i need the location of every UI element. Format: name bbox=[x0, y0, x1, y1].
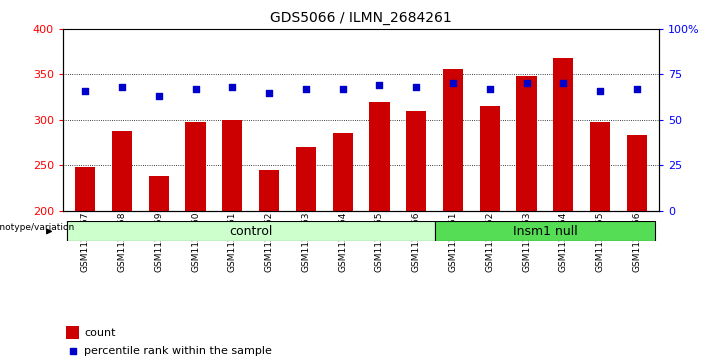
Bar bbox=[369, 102, 390, 211]
Bar bbox=[627, 135, 647, 211]
Bar bbox=[435, 221, 471, 241]
Point bbox=[153, 93, 164, 99]
Point bbox=[558, 81, 569, 86]
Bar bbox=[251, 221, 287, 241]
Point bbox=[226, 84, 238, 90]
Point bbox=[521, 81, 532, 86]
Bar bbox=[75, 167, 95, 211]
Point bbox=[484, 86, 496, 92]
Bar bbox=[140, 221, 177, 241]
Point bbox=[447, 81, 458, 86]
Point bbox=[632, 86, 643, 92]
Text: percentile rank within the sample: percentile rank within the sample bbox=[84, 346, 272, 356]
Text: count: count bbox=[84, 327, 116, 338]
Bar bbox=[325, 221, 361, 241]
Text: control: control bbox=[229, 225, 273, 238]
Bar bbox=[435, 221, 655, 241]
Bar bbox=[545, 221, 582, 241]
Bar bbox=[590, 122, 610, 211]
Point bbox=[264, 90, 275, 95]
Bar bbox=[479, 106, 500, 211]
Bar bbox=[177, 221, 214, 241]
Point bbox=[594, 88, 606, 94]
Text: Insm1 null: Insm1 null bbox=[512, 225, 578, 238]
Bar bbox=[443, 69, 463, 211]
Bar bbox=[67, 221, 435, 241]
Point bbox=[337, 86, 348, 92]
Bar bbox=[112, 131, 132, 211]
Bar bbox=[618, 221, 655, 241]
Bar bbox=[332, 133, 353, 211]
Bar bbox=[582, 221, 618, 241]
Bar bbox=[508, 221, 545, 241]
Bar bbox=[259, 170, 279, 211]
Bar bbox=[67, 221, 104, 241]
Point bbox=[190, 86, 201, 92]
Bar bbox=[214, 221, 251, 241]
Bar bbox=[296, 147, 316, 211]
Text: genotype/variation: genotype/variation bbox=[0, 223, 75, 232]
Point bbox=[374, 82, 385, 88]
Bar bbox=[406, 111, 426, 211]
Bar bbox=[287, 221, 325, 241]
Bar bbox=[149, 176, 169, 211]
Bar bbox=[471, 221, 508, 241]
Point bbox=[411, 84, 422, 90]
Point bbox=[79, 88, 90, 94]
Bar bbox=[517, 76, 537, 211]
Point bbox=[300, 86, 311, 92]
Bar bbox=[553, 58, 573, 211]
Point bbox=[67, 348, 79, 354]
Bar bbox=[361, 221, 397, 241]
Bar bbox=[397, 221, 435, 241]
Title: GDS5066 / ILMN_2684261: GDS5066 / ILMN_2684261 bbox=[270, 11, 452, 25]
Bar bbox=[222, 120, 243, 211]
Bar bbox=[185, 122, 205, 211]
Bar bbox=[66, 326, 79, 339]
Bar bbox=[104, 221, 140, 241]
Point bbox=[116, 84, 128, 90]
